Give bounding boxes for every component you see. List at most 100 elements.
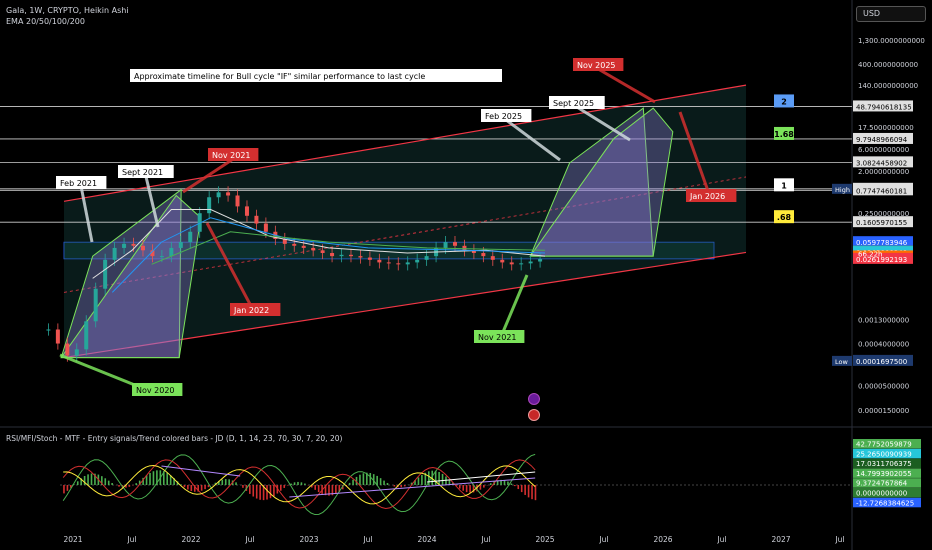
candle-body: [169, 247, 174, 257]
oscillator-bar: [410, 482, 413, 485]
oscillator-bar: [70, 485, 72, 488]
candle-body: [405, 262, 410, 265]
oscillator-bar: [469, 485, 471, 493]
oscillator-bar: [87, 474, 89, 485]
oscillator-bar: [452, 482, 454, 485]
oscillator-bar: [101, 476, 103, 485]
oscillator-badge: [853, 468, 921, 478]
oscillator-bar: [335, 485, 337, 495]
candle-body: [424, 256, 429, 260]
oscillator-bar: [90, 473, 93, 485]
oscillator-bar: [283, 485, 286, 488]
oscillator-bar: [534, 485, 537, 501]
oscillator-bar: [500, 479, 502, 485]
oscillator-bar: [427, 471, 430, 485]
oscillator-bar: [145, 475, 148, 485]
oscillator-bar: [379, 478, 382, 485]
candle-body: [159, 256, 164, 258]
price-badge-label: 48.7940618135: [856, 103, 912, 111]
price-badge-label: 3.0824458902: [856, 159, 907, 167]
oscillator-badge-label: 42.7752059879: [856, 441, 912, 449]
x-tick-label: 2021: [63, 535, 82, 544]
oscillator-bar: [193, 485, 196, 492]
candle-body: [216, 192, 221, 198]
x-tick-label: 2027: [771, 535, 790, 544]
candle-body: [207, 197, 212, 214]
ema-50-line: [111, 217, 546, 293]
oscillator-bar: [118, 485, 120, 487]
highlow-tag: [832, 183, 852, 194]
annotation-arrow: [182, 157, 235, 194]
x-tick-label: Jul: [480, 535, 490, 544]
x-tick-label: Jul: [362, 535, 372, 544]
oscillator-bar: [383, 480, 385, 485]
oscillator-bar: [414, 480, 416, 485]
price-tick-label: 0.0004000000: [858, 341, 909, 349]
oscillator-bar: [527, 485, 530, 498]
oscillator-bar: [228, 479, 230, 485]
oscillator-bar: [242, 485, 244, 488]
candle-body: [415, 259, 420, 263]
annotation-label: Feb 2025: [485, 112, 522, 121]
highlow-label: High: [835, 186, 850, 194]
candle-body: [320, 250, 325, 254]
annotation-label: Jan 2022: [233, 306, 269, 315]
channel-fill: [64, 85, 746, 358]
annotation-arrow: [597, 67, 656, 104]
currency-selector[interactable]: USD: [856, 6, 926, 22]
annotation-box: [56, 176, 107, 189]
pattern-2025b: [529, 107, 674, 257]
oscillator-bar: [483, 485, 485, 488]
oscillator-bar: [403, 485, 406, 487]
price-tick-label: 6.0000000000: [858, 146, 909, 154]
price-tick-label: 1,300.0000000000: [858, 37, 925, 45]
price-badge-label: 0.1605970155: [856, 219, 907, 227]
price-tick-label: 0.0000150000: [858, 407, 909, 415]
oscillator-badge-label: 9.3724767864: [856, 480, 908, 488]
channel-upper-line: [63, 84, 747, 202]
candle-body: [150, 250, 155, 257]
oscillator-bar: [438, 471, 440, 485]
candle-body: [462, 245, 467, 251]
oscillator-bar: [262, 485, 265, 501]
oscillator-bar: [249, 485, 251, 494]
candle-body: [367, 257, 372, 260]
oscillator-bar: [352, 479, 354, 485]
oscillator-bar: [472, 485, 475, 493]
oscillator-bar: [290, 483, 292, 485]
oscillator-bar: [417, 477, 420, 485]
candle-body: [55, 329, 60, 344]
candle-body: [443, 242, 448, 248]
price-tick-label: 0.0013000000: [858, 317, 909, 325]
candle-body: [74, 349, 79, 356]
annotation-arrow: [205, 222, 257, 315]
oscillator-bar: [166, 472, 169, 485]
price-tick-label: 400.0000000000: [858, 61, 918, 69]
x-tick-label: Jul: [598, 535, 608, 544]
oscillator-bar: [531, 485, 533, 500]
annotation-box: [118, 165, 174, 178]
oscillator-bar: [207, 485, 210, 488]
candle-body: [112, 247, 117, 260]
oscillator-bar: [400, 485, 403, 488]
oscillator-bar: [362, 473, 365, 485]
oscillator-trendline: [161, 465, 241, 477]
price-tick-label: 0.2500000000: [858, 210, 909, 218]
oscillator-bar: [310, 485, 313, 488]
annotation-box: [208, 148, 259, 161]
oscillator-bar: [135, 483, 138, 485]
oscillator-bar: [520, 485, 523, 493]
candle-body: [301, 245, 306, 248]
price-badge: [853, 236, 913, 248]
fib-level-box: [774, 210, 794, 224]
oscillator-badge: [853, 439, 921, 449]
oscillator-bar: [496, 480, 499, 485]
fib-level-label: 1: [781, 181, 787, 190]
candle-body: [348, 254, 353, 257]
candle-body: [197, 213, 202, 232]
x-tick-label: 2022: [181, 535, 200, 544]
oscillator-badge: [853, 448, 921, 459]
oscillator-badge-label: 0.0000000000: [856, 490, 907, 498]
oscillator-bar: [190, 485, 193, 492]
